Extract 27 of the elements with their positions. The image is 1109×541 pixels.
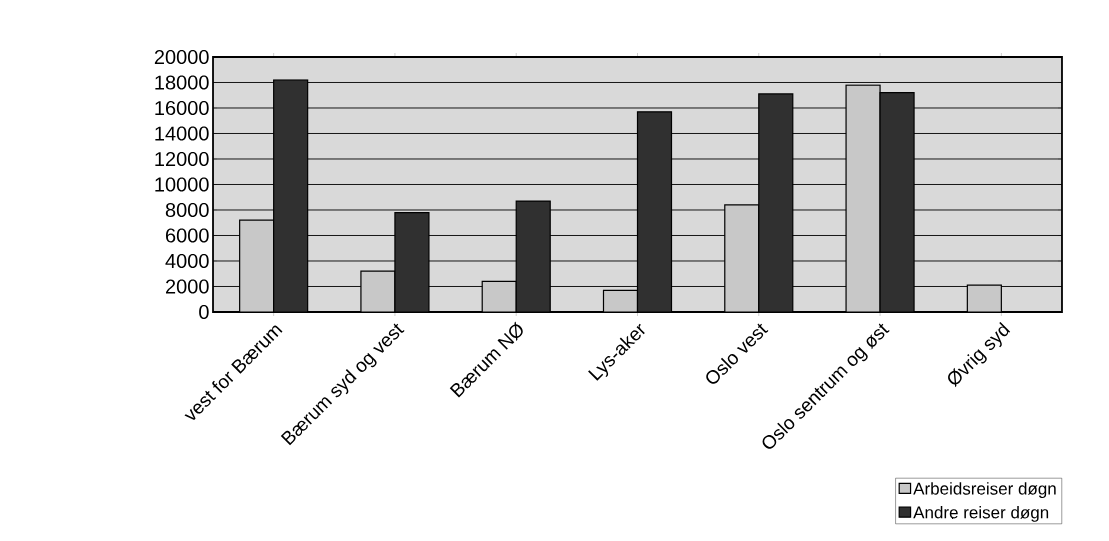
y-tick-label: 20000 [154, 49, 209, 65]
x-tick-label: Oslo vest [706, 323, 769, 384]
y-tick-label: 2000 [165, 279, 209, 294]
bar [394, 211, 430, 312]
y-tick-label: 16000 [155, 100, 209, 116]
bar [636, 111, 673, 312]
bar [360, 270, 396, 312]
bar [724, 204, 760, 312]
y-tick-label: 0 [199, 304, 209, 320]
y-tick-label: 12000 [155, 151, 209, 167]
legend-label: Arbeidsreiser døgn [913, 482, 1056, 499]
y-tick-label: 6000 [166, 228, 209, 243]
legend-label: Andre reiser døgn [913, 506, 1049, 522]
y-tick-label: 8000 [165, 202, 209, 218]
bar [879, 92, 915, 312]
bar [273, 79, 309, 312]
bar [239, 219, 275, 312]
bar [966, 284, 1002, 312]
bar [845, 84, 881, 312]
y-tick-label: 14000 [155, 126, 209, 141]
y-tick-label: 18000 [155, 75, 209, 90]
y-tick-label: 4000 [165, 253, 209, 269]
bar [515, 200, 551, 312]
bar [758, 93, 794, 312]
bar [481, 280, 517, 312]
y-tick-label: 10000 [155, 177, 209, 192]
bar [602, 289, 639, 312]
